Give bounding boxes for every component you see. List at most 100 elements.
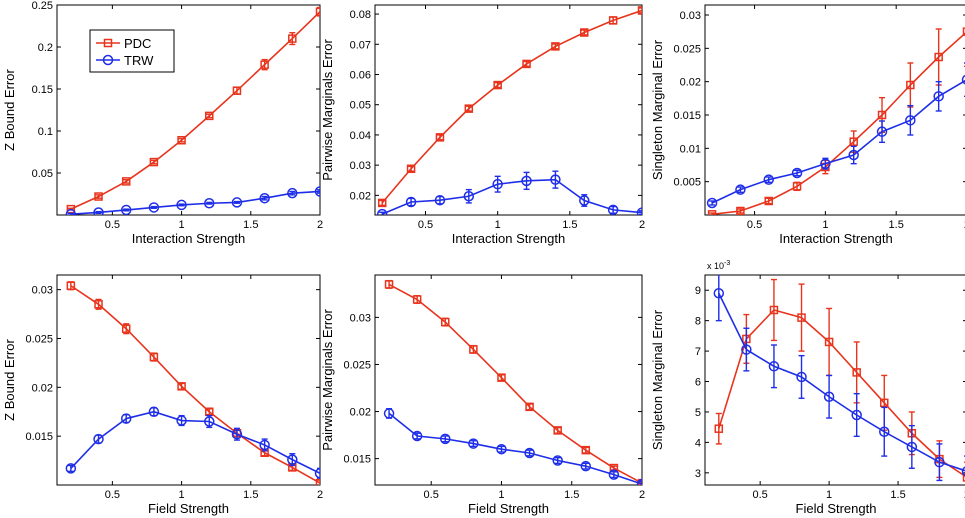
y-tick-label: 4	[695, 437, 701, 449]
y-tick-label: 0.1	[38, 126, 53, 138]
data-point-circle	[961, 466, 965, 477]
x-tick-label: 0.5	[747, 219, 762, 231]
series-line-trw	[381, 178, 642, 215]
x-tick-label: 0.5	[418, 219, 433, 231]
y-axis-label: Pairwise Marginals Error	[320, 309, 335, 451]
data-point-circle	[120, 413, 132, 424]
plot-frame	[374, 4, 643, 216]
data-point-square	[464, 104, 474, 113]
data-point-circle	[204, 416, 215, 427]
data-point-circle	[492, 178, 503, 190]
series-trw	[383, 408, 642, 485]
plot-frame	[374, 274, 643, 486]
y-tick-label: 0.07	[350, 39, 371, 51]
data-point-square	[522, 59, 531, 69]
data-point-square	[315, 478, 320, 485]
x-tick-label: 2	[317, 489, 323, 501]
data-point-circle	[93, 433, 104, 445]
y-axis-exponent-base: x 10	[707, 261, 724, 271]
data-point-square	[551, 42, 560, 51]
chart-panel-4: 0.5 1 1.5 2 0.015 0.02 0.025 0.03 Field Strength…	[2, 274, 323, 516]
data-point-circle	[204, 197, 215, 209]
data-point-circle	[741, 344, 752, 355]
data-point-square	[736, 206, 745, 215]
plot-frame	[704, 274, 965, 486]
y-tick-label: 0.03	[350, 312, 371, 324]
data-point-square	[525, 402, 534, 412]
data-point-square	[797, 313, 806, 322]
y-tick-label: 0.025	[343, 359, 371, 371]
data-point-circle	[550, 174, 561, 185]
data-point-circle	[521, 175, 532, 187]
series-trw	[65, 186, 320, 215]
data-point-square	[260, 60, 269, 69]
data-point-circle	[876, 126, 888, 137]
data-point-circle	[735, 184, 746, 195]
data-point-circle	[231, 428, 243, 440]
y-tick-label: 0.015	[343, 454, 371, 466]
data-point-square	[177, 135, 186, 145]
data-point-square	[906, 80, 915, 90]
plot-frame	[56, 274, 321, 486]
data-point-circle	[65, 463, 77, 474]
series-pdc	[384, 279, 642, 485]
data-point-square	[435, 133, 445, 142]
data-point-square	[384, 280, 394, 289]
x-tick-label: 1	[495, 219, 501, 231]
x-axis-label: Field Strength	[148, 501, 229, 516]
y-tick-label: 0.25	[32, 0, 53, 12]
x-tick-label: 2	[964, 219, 965, 231]
data-point-circle	[148, 202, 160, 213]
y-tick-label: 0.015	[673, 110, 701, 122]
data-point-square	[94, 192, 103, 201]
data-point-circle	[961, 74, 965, 85]
series-line-trw	[711, 79, 965, 204]
data-point-square	[149, 157, 159, 167]
x-tick-label: 1.5	[889, 219, 904, 231]
data-point-circle	[763, 174, 774, 185]
data-point-circle	[636, 478, 642, 485]
data-point-square	[637, 6, 642, 15]
data-point-square	[764, 196, 773, 206]
data-point-square	[66, 281, 76, 290]
data-point-circle	[552, 455, 563, 466]
x-tick-label: 1.5	[243, 219, 258, 231]
x-tick-label: 0.5	[105, 489, 120, 501]
x-tick-label: 0.5	[753, 489, 768, 501]
y-tick-label: 0.15	[32, 84, 53, 96]
data-point-square	[315, 7, 320, 16]
data-point-square	[553, 426, 562, 435]
series-line-pdc	[70, 11, 320, 210]
data-point-square	[177, 382, 186, 391]
data-point-square	[121, 324, 131, 333]
data-point-square	[441, 317, 450, 327]
x-axis-label: Field Strength	[468, 501, 549, 516]
series-trw	[65, 406, 320, 479]
x-tick-label: 1	[179, 219, 185, 231]
series-line-trw	[718, 292, 965, 472]
data-point-square	[232, 86, 242, 95]
data-point-circle	[768, 361, 780, 372]
data-point-square	[852, 368, 861, 377]
series-line-trw	[70, 410, 320, 474]
data-point-circle	[905, 115, 916, 126]
x-tick-label: 1.5	[562, 219, 577, 231]
series-pdc	[66, 6, 320, 214]
data-point-square	[149, 352, 159, 362]
data-point-circle	[405, 196, 417, 208]
x-axis-label: Interaction Strength	[132, 231, 245, 246]
data-point-circle	[879, 426, 890, 437]
data-point-circle	[706, 197, 718, 209]
x-tick-label: 1.5	[890, 489, 905, 501]
data-point-circle	[580, 460, 592, 472]
data-point-circle	[636, 207, 642, 215]
data-point-circle	[259, 439, 270, 451]
data-point-circle	[314, 186, 320, 197]
data-point-square	[406, 164, 416, 174]
data-point-square	[205, 111, 214, 121]
data-point-circle	[524, 447, 535, 459]
data-point-circle	[934, 456, 945, 468]
plot-frame	[704, 4, 965, 216]
series-pdc	[377, 6, 642, 208]
data-point-circle	[848, 149, 859, 161]
